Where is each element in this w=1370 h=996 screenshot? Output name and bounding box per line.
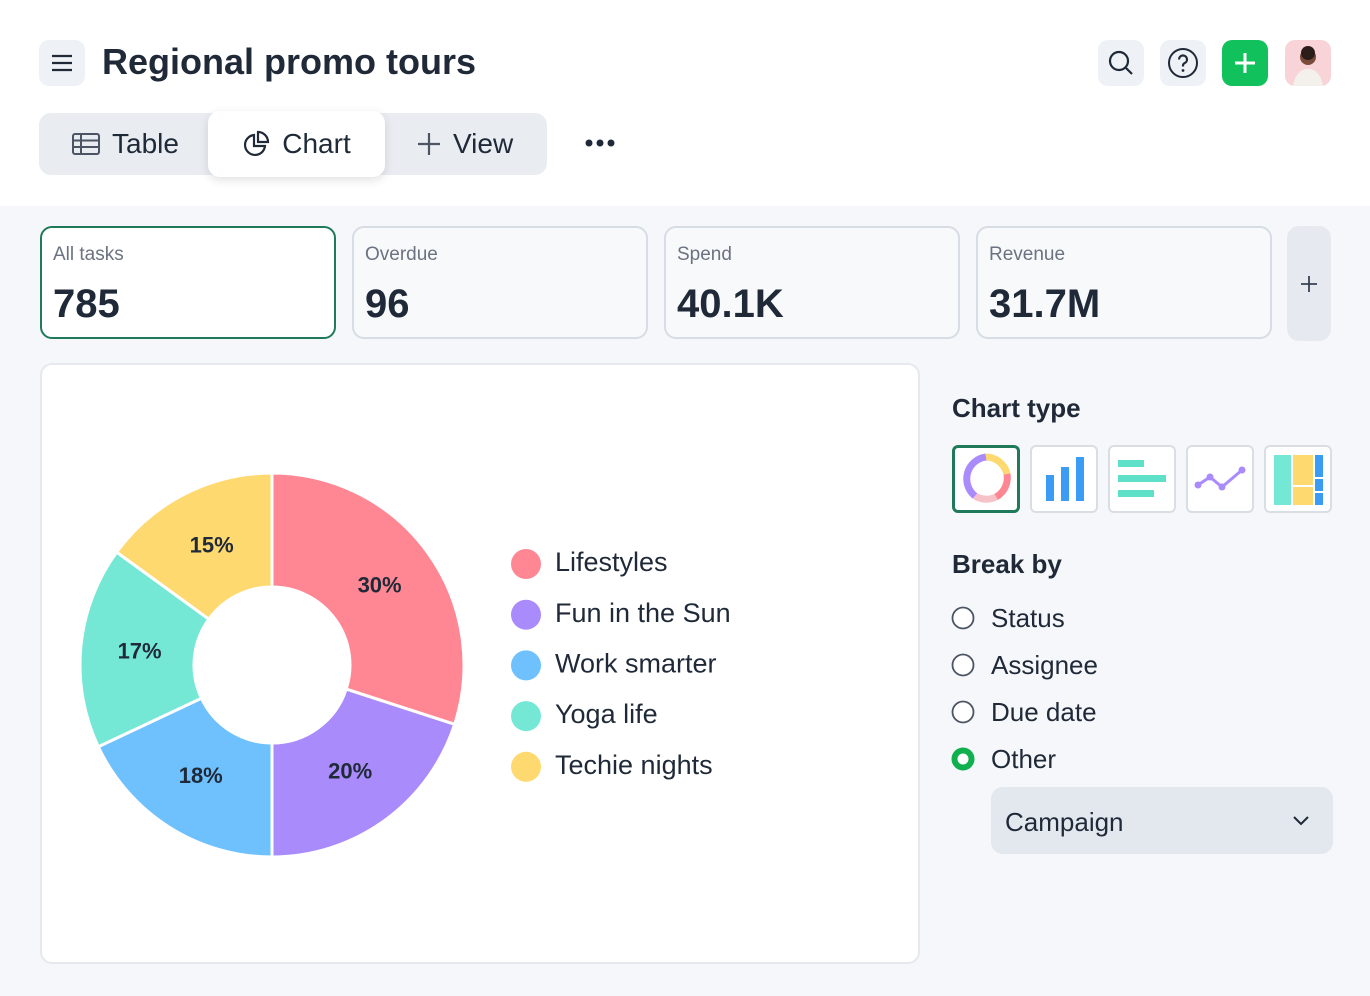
- slice-label: 18%: [179, 763, 223, 788]
- line-icon: [1194, 466, 1246, 491]
- legend-label: Work smarter: [555, 649, 717, 679]
- chart-tab[interactable]: Chart: [208, 111, 385, 177]
- stat-label: Spend: [677, 244, 732, 265]
- add-stat-button[interactable]: [1287, 226, 1331, 341]
- chart-icon: [244, 130, 270, 157]
- radio-label: Assignee: [991, 650, 1098, 680]
- radio-circle: [951, 747, 975, 771]
- pie-slice: [114, 471, 274, 622]
- plus-icon: [1301, 275, 1317, 292]
- dropdown-value: Campaign: [1005, 807, 1124, 837]
- legend-swatch: [511, 751, 541, 782]
- slice-label: 17%: [118, 638, 162, 663]
- avatar[interactable]: [1285, 40, 1331, 86]
- horizontal-bar-icon: [1118, 460, 1166, 497]
- radio-circle: [951, 700, 975, 724]
- stat-card[interactable]: Spend 40.1K: [664, 226, 960, 339]
- add-button[interactable]: [1222, 40, 1268, 86]
- line-type[interactable]: [1186, 445, 1254, 513]
- legend-label: Fun in the Sun: [555, 598, 731, 628]
- menu-button[interactable]: [39, 40, 85, 86]
- legend-swatch: [511, 549, 541, 579]
- help-icon: [1168, 48, 1198, 78]
- radio-circle: [951, 606, 975, 630]
- tab-label: Table: [112, 128, 179, 159]
- stat-value: 785: [53, 282, 120, 326]
- tab-label: View: [453, 128, 514, 159]
- stat-value: 96: [365, 282, 410, 326]
- stat-card[interactable]: Overdue 96: [352, 226, 648, 339]
- legend-label: Yoga life: [555, 699, 658, 729]
- legend-swatch: [511, 599, 541, 630]
- radio-button[interactable]: [951, 653, 975, 677]
- horizontal-bar-type[interactable]: [1108, 445, 1176, 513]
- chart-panel: 30% 20% 18% 17% 15% Lifestyles Fun in the Sun W…: [40, 363, 920, 964]
- tab-label: Chart: [282, 128, 351, 159]
- radio-label: Other: [991, 744, 1057, 774]
- search-icon: [1108, 50, 1133, 75]
- table-tab[interactable]: Table: [72, 113, 179, 175]
- search-button[interactable]: [1098, 40, 1144, 86]
- menu-icon: [52, 54, 72, 72]
- stat-card[interactable]: Revenue 31.7M: [976, 226, 1272, 339]
- stat-card[interactable]: All tasks 785: [40, 226, 336, 339]
- pie-slice: [78, 550, 211, 749]
- stat-label: Revenue: [989, 244, 1066, 265]
- avatar-image: [1293, 46, 1323, 86]
- donut-icon: [963, 453, 1011, 503]
- radio-circle: [951, 653, 975, 677]
- campaign-dropdown[interactable]: Campaign: [991, 787, 1333, 854]
- legend-swatch: [511, 650, 541, 681]
- radio-label: Due date: [991, 697, 1097, 727]
- radio-button[interactable]: [951, 700, 975, 724]
- pie-slice: [96, 696, 274, 859]
- legend-label: Lifestyles: [555, 547, 668, 577]
- treemap-type[interactable]: [1264, 445, 1332, 513]
- slice-label: 20%: [328, 758, 372, 783]
- pie-slice: [270, 687, 457, 859]
- stat-value: 31.7M: [989, 282, 1101, 326]
- add-view-tab[interactable]: View: [417, 113, 513, 175]
- radio-button[interactable]: [951, 747, 975, 771]
- stat-value: 40.1K: [677, 282, 784, 326]
- more-button[interactable]: [584, 136, 618, 150]
- chevron: [1293, 816, 1309, 826]
- bar-icon: [1046, 457, 1084, 501]
- break-by-title: Break by: [952, 549, 1062, 579]
- legend-label: Techie nights: [555, 750, 713, 780]
- add-icon: [1235, 53, 1255, 73]
- stat-label: All tasks: [53, 244, 124, 265]
- pie-slice: [270, 471, 466, 727]
- bar-type[interactable]: [1030, 445, 1098, 513]
- treemap-icon: [1274, 455, 1323, 505]
- slice-label: 15%: [190, 532, 234, 557]
- chart: 30% 20% 18% 17% 15% Lifestyles Fun in the Sun W…: [78, 471, 731, 859]
- page-title: Regional promo tours: [102, 41, 477, 82]
- legend-swatch: [511, 701, 541, 732]
- radio-button[interactable]: [951, 606, 975, 630]
- slice-label: 30%: [358, 573, 402, 598]
- donut-type[interactable]: [952, 445, 1020, 513]
- radio-label: Status: [991, 603, 1065, 633]
- help-button[interactable]: [1160, 40, 1206, 86]
- plus-icon: [418, 133, 440, 155]
- stat-label: Overdue: [365, 244, 438, 265]
- chart-type-title: Chart type: [952, 393, 1081, 423]
- table-icon: [72, 133, 100, 155]
